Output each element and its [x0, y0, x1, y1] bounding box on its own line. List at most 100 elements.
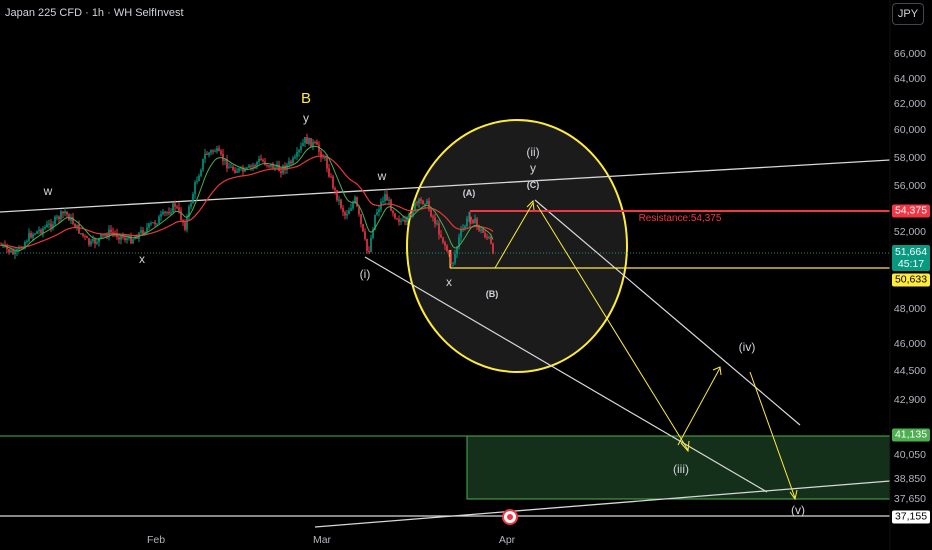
moving-average-slow	[0, 155, 494, 249]
candle	[76, 224, 78, 228]
candle	[478, 225, 480, 231]
candle	[178, 207, 180, 211]
candle	[254, 165, 256, 167]
candle	[340, 199, 342, 208]
candle	[94, 239, 96, 244]
candle	[300, 145, 302, 150]
candle	[140, 230, 142, 233]
support-price-label: 50,633	[892, 273, 930, 287]
candle	[100, 234, 102, 239]
candle	[350, 208, 352, 211]
candle	[160, 214, 162, 217]
candle	[408, 213, 410, 218]
candle	[450, 253, 452, 264]
candle	[52, 224, 54, 228]
candle	[436, 223, 438, 225]
focus-circle	[406, 119, 628, 373]
candle	[256, 162, 258, 166]
wave-projection	[494, 199, 798, 501]
symbol-title[interactable]: Japan 225 CFD · 1h · WH SelfInvest	[5, 7, 184, 19]
target-zone	[466, 435, 891, 500]
candle	[142, 230, 144, 235]
date-feb: Feb	[146, 534, 166, 546]
candle	[158, 216, 160, 224]
candle	[234, 169, 236, 173]
candle	[298, 149, 300, 153]
candle	[470, 216, 472, 220]
price-tick: 48,000	[893, 303, 926, 315]
candle	[460, 229, 462, 238]
candle	[456, 246, 458, 254]
currency-button[interactable]: JPY	[892, 3, 924, 25]
upper-trendline	[0, 159, 891, 213]
candle	[492, 243, 494, 254]
candle	[318, 144, 320, 152]
candle	[400, 220, 402, 222]
candle	[320, 151, 322, 158]
price-tick: 40,050	[893, 449, 926, 461]
candle	[422, 200, 424, 204]
wave-label-y: y	[303, 111, 309, 125]
candle	[260, 158, 262, 161]
candle	[90, 241, 92, 245]
candle	[272, 163, 274, 169]
candle	[358, 206, 360, 215]
candle	[346, 214, 348, 216]
candle	[14, 251, 16, 255]
candle	[386, 194, 388, 201]
candle	[16, 249, 18, 252]
wave-label-Bsub: (B)	[485, 289, 499, 299]
candle	[126, 238, 128, 241]
candle	[222, 153, 224, 161]
price-tick: 66,000	[893, 48, 926, 60]
price-tick: 37,650	[893, 493, 926, 505]
price-tick: 60,000	[893, 124, 926, 136]
candle	[28, 232, 30, 242]
candle	[236, 171, 238, 173]
candle	[44, 227, 46, 229]
candle	[238, 168, 240, 172]
candle	[72, 217, 74, 224]
candle	[464, 225, 466, 229]
candle	[446, 245, 448, 252]
candle	[476, 218, 478, 226]
candle	[384, 194, 386, 202]
candle	[434, 217, 436, 225]
wave-label-v: (v)	[791, 503, 805, 517]
price-tick: 42,900	[893, 394, 926, 406]
event-marker-dot	[507, 514, 513, 520]
candle	[468, 216, 470, 219]
candle	[360, 214, 362, 225]
candle	[418, 199, 420, 204]
moving-average-fast	[0, 145, 494, 252]
candle	[110, 229, 112, 233]
candle	[402, 219, 404, 221]
candle	[122, 235, 124, 238]
candle	[344, 212, 346, 216]
candle	[378, 209, 380, 213]
candle	[54, 216, 56, 225]
candle	[214, 151, 216, 153]
resistance-price-label: 54,375	[892, 204, 930, 218]
candle	[30, 232, 32, 238]
candle	[104, 234, 106, 236]
wave-label-x: x	[139, 252, 145, 266]
candle	[324, 157, 326, 159]
candle	[474, 218, 476, 224]
candle	[124, 237, 126, 241]
candle	[270, 163, 272, 167]
wave-label-iv: (iv)	[738, 340, 756, 354]
candle	[382, 201, 384, 203]
candle	[362, 224, 364, 232]
candle	[64, 211, 66, 214]
candle	[184, 222, 186, 230]
candle	[316, 141, 318, 145]
candle	[92, 239, 94, 242]
candle	[118, 237, 120, 240]
price-tick: 64,000	[893, 73, 926, 85]
date-mar: Mar	[312, 534, 332, 546]
wave-label-A: (A)	[462, 188, 476, 198]
candle	[190, 203, 192, 207]
candle	[274, 167, 276, 169]
